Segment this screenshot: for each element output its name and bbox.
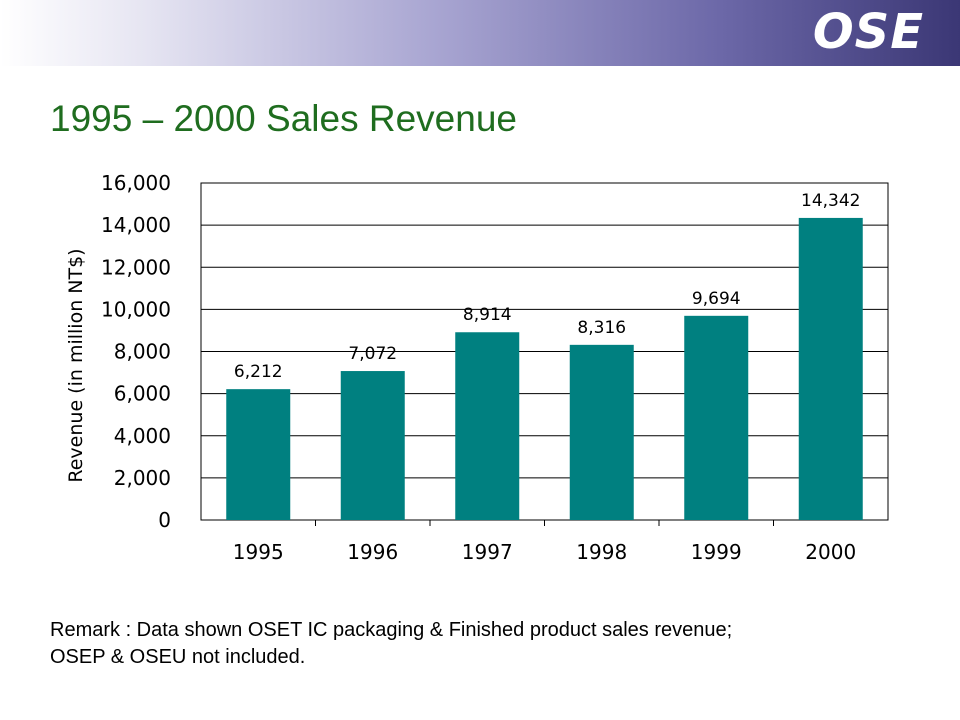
remark-line-2: OSEP & OSEU not included. <box>50 646 306 668</box>
remark-note: Remark : Data shown OSET IC packaging & … <box>50 617 910 671</box>
x-tick-label: 1999 <box>691 540 742 564</box>
data-label: 7,072 <box>348 344 397 364</box>
data-label: 8,316 <box>577 318 626 338</box>
y-tick-label: 12,000 <box>101 255 171 279</box>
x-tick-label: 1995 <box>233 540 284 564</box>
y-tick-label: 6,000 <box>114 382 171 406</box>
revenue-bar-chart: 0 2,000 4,000 6,000 8,000 10,000 12,000 14,000 1… <box>65 171 889 564</box>
bar <box>684 315 749 520</box>
y-tick-label: 16,000 <box>101 171 171 195</box>
x-tick-label: 1996 <box>347 540 398 564</box>
bar <box>226 389 291 520</box>
data-label: 8,914 <box>463 305 512 325</box>
bar <box>798 217 863 520</box>
y-tick-label: 10,000 <box>101 297 171 321</box>
y-axis-title: Revenue (in million NT$) <box>65 248 87 482</box>
x-tick-label: 1997 <box>462 540 513 564</box>
data-label: 9,694 <box>692 289 741 309</box>
slide-title: 1995 – 2000 Sales Revenue <box>50 98 517 139</box>
x-tick-label: 1998 <box>576 540 627 564</box>
data-label: 6,212 <box>234 362 283 382</box>
y-tick-label: 14,000 <box>101 213 171 237</box>
y-tick-label: 2,000 <box>114 466 171 490</box>
header-bar <box>0 0 960 66</box>
y-tick-label: 0 <box>158 508 171 532</box>
bar <box>455 332 520 520</box>
bar <box>569 344 634 520</box>
data-label: 14,342 <box>801 191 860 211</box>
company-logo: OSE <box>812 4 924 60</box>
y-tick-label: 8,000 <box>114 340 171 364</box>
x-tick-label: 2000 <box>805 540 856 564</box>
y-tick-label: 4,000 <box>114 424 171 448</box>
remark-line-1: Remark : Data shown OSET IC packaging & … <box>50 619 733 641</box>
bar <box>340 371 405 520</box>
